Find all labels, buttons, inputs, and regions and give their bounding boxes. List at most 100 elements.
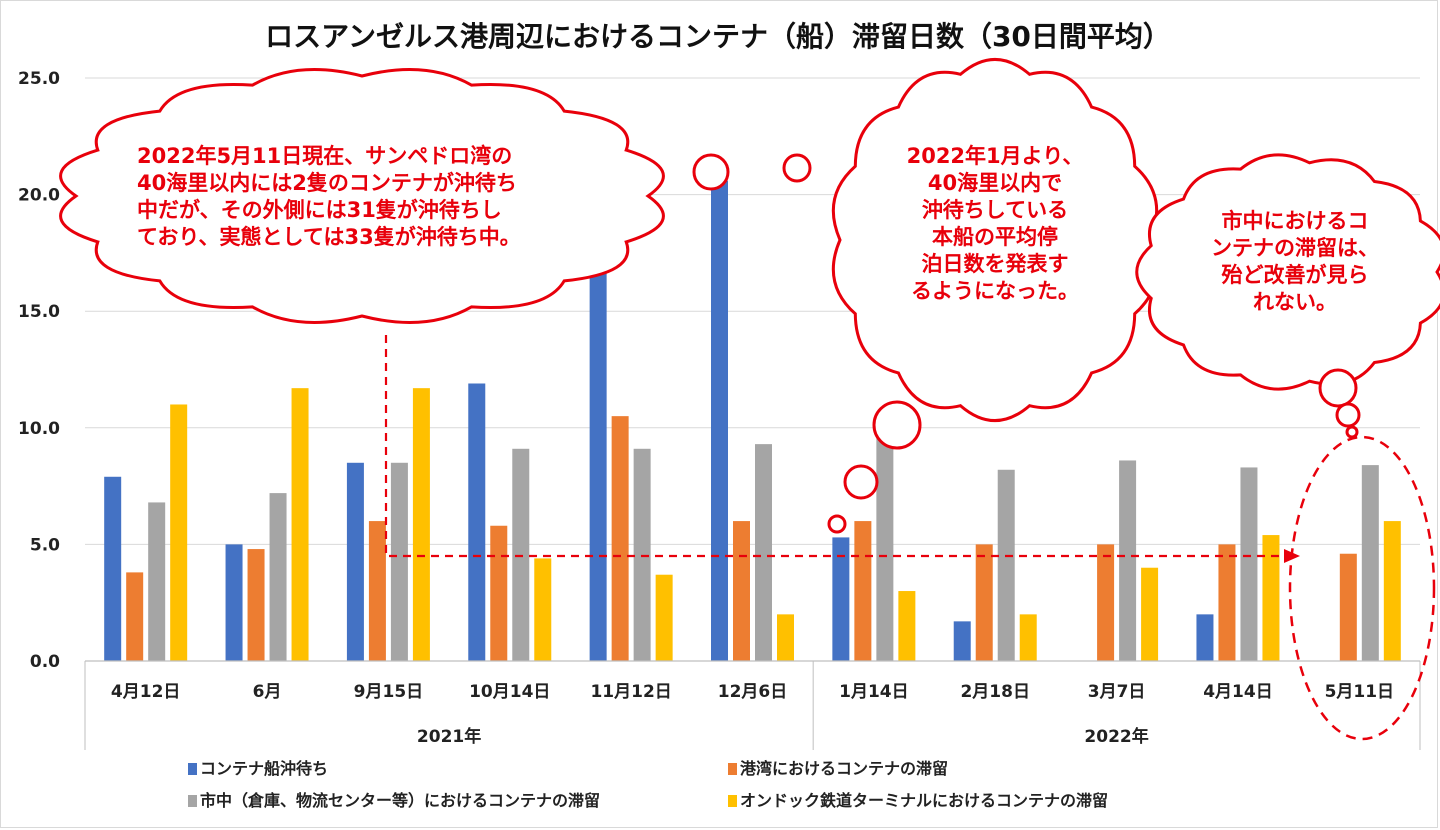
legend-label: コンテナ船沖待ち — [200, 759, 328, 778]
bar — [1240, 467, 1258, 661]
bar — [1141, 567, 1159, 661]
bar — [1019, 614, 1037, 661]
legend-swatch — [728, 763, 737, 775]
chart-title: ロスアンゼルス港周辺におけるコンテナ（船）滞留日数（30日間平均） — [265, 20, 1171, 53]
bar — [1339, 553, 1357, 661]
bar — [898, 591, 916, 661]
bar — [490, 525, 508, 661]
x-tick-label: 10月14日 — [469, 682, 550, 702]
y-tick-label: 0.0 — [30, 652, 60, 672]
bar — [997, 469, 1015, 661]
x-axis: 4月12日 6月 9月15日 10月14日 11月12日 12月6日 1月14日 2月18日 3… — [84, 660, 1421, 750]
annotation-text: 市中におけるコ — [1222, 209, 1369, 233]
bar — [1383, 521, 1401, 661]
annotation-cloud-middle — [831, 57, 1159, 423]
annotation-text: 2022年1月より、 — [907, 144, 1084, 168]
annotations: 2022年5月11日現在、サンペドロ湾の 40海里以内には2隻のコンテナが沖待ち中… — [59, 57, 1440, 741]
bar — [346, 462, 364, 661]
y-tick-label: 5.0 — [30, 535, 60, 555]
y-tick-label: 25.0 — [18, 69, 60, 89]
thought-bubble — [827, 514, 847, 534]
highlight-ellipse — [1288, 435, 1436, 741]
bar — [975, 544, 993, 661]
annotation-text: 殆ど改善が見ら — [1221, 263, 1369, 287]
y-tick-label: 20.0 — [18, 186, 60, 206]
annotation-text: ンテナの滞留は、 — [1211, 236, 1379, 260]
series-3 — [170, 388, 1401, 661]
bar — [1262, 535, 1280, 661]
annotation-cloud-right — [1135, 153, 1440, 391]
bar — [777, 614, 794, 661]
bar — [755, 444, 772, 661]
annotation-text: 沖待ちしている — [922, 198, 1068, 222]
bar — [390, 462, 408, 661]
bar — [1196, 614, 1214, 661]
legend-label: 港湾におけるコンテナの滞留 — [740, 759, 948, 778]
bar — [104, 476, 122, 661]
thought-bubble — [1318, 368, 1358, 408]
bar — [412, 388, 430, 661]
bar — [534, 558, 552, 661]
bar — [876, 437, 894, 661]
bar — [269, 493, 287, 661]
bar — [733, 521, 750, 661]
x-tick-label: 2月18日 — [960, 682, 1030, 702]
bar — [148, 502, 166, 661]
bar — [611, 416, 629, 661]
annotation-text: ており、実態としては33隻が沖待ち中。 — [137, 225, 521, 249]
thought-bubble — [1335, 402, 1361, 428]
x-tick-label: 4月12日 — [111, 682, 181, 702]
bar — [655, 574, 673, 661]
bars — [104, 180, 1401, 661]
bar — [832, 537, 850, 661]
annotation-text: 2022年5月11日現在、サンペドロ湾の — [137, 144, 512, 168]
legend-item: コンテナ船沖待ち — [188, 759, 328, 778]
thought-bubble — [782, 153, 812, 183]
legend-swatch — [188, 795, 197, 807]
bar — [589, 266, 607, 661]
legend-label: オンドック鉄道ターミナルにおけるコンテナの滞留 — [740, 791, 1108, 810]
bar — [468, 383, 486, 661]
x-tick-label: 11月12日 — [590, 682, 671, 702]
bar — [1218, 544, 1236, 661]
bar — [1361, 465, 1379, 661]
annotation-text: 本船の平均停 — [932, 225, 1058, 249]
thought-bubble — [872, 400, 922, 450]
legend-label: 市中（倉庫、物流センター等）におけるコンテナの滞留 — [200, 791, 600, 810]
annotation-text: 40海里以内には2隻のコンテナが沖待ち — [137, 171, 517, 195]
y-tick-label: 15.0 — [18, 302, 60, 322]
legend-item: オンドック鉄道ターミナルにおけるコンテナの滞留 — [728, 791, 1108, 810]
bar — [225, 544, 243, 661]
y-tick-label: 10.0 — [18, 419, 60, 439]
annotation-cloud-left — [59, 68, 665, 324]
legend-item: 市中（倉庫、物流センター等）におけるコンテナの滞留 — [188, 791, 600, 810]
series-1 — [126, 416, 1357, 661]
annotation-text: れない。 — [1253, 290, 1337, 314]
bar — [512, 448, 530, 661]
dashed-arrow — [384, 335, 1285, 558]
bar — [170, 404, 188, 661]
x-tick-label: 5月11日 — [1325, 682, 1395, 702]
x-tick-label: 12月6日 — [718, 682, 788, 702]
legend-item: 港湾におけるコンテナの滞留 — [728, 759, 948, 778]
bar — [633, 448, 651, 661]
series-0 — [104, 180, 1214, 661]
legend: コンテナ船沖待ち 港湾におけるコンテナの滞留市中（倉庫、物流センター等）におけるコ… — [188, 759, 1108, 810]
bar — [854, 521, 872, 661]
series-2 — [148, 437, 1379, 661]
thought-bubble — [692, 153, 730, 191]
bar — [953, 621, 971, 661]
thought-bubble — [1345, 425, 1359, 439]
legend-swatch — [728, 795, 737, 807]
legend-swatch — [188, 763, 197, 775]
bar — [1119, 460, 1137, 661]
bar — [126, 572, 144, 661]
x-tick-label: 9月15日 — [354, 682, 424, 702]
x-tick-label: 3月7日 — [1088, 682, 1146, 702]
annotation-text: 40海里以内で — [928, 171, 1062, 195]
bar — [291, 388, 309, 661]
bar — [1097, 544, 1115, 661]
x-tick-label: 1月14日 — [839, 682, 909, 702]
